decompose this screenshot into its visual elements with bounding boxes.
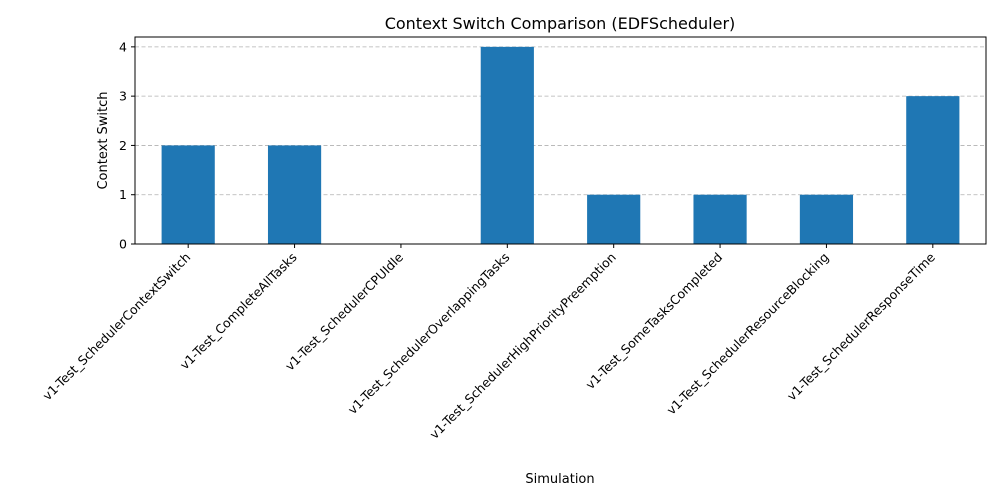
- bars: [161, 46, 960, 245]
- bar: [587, 194, 641, 244]
- x-tick-label: v1-Test_SchedulerContextSwitch: [40, 250, 194, 404]
- x-tick-label: v1-Test_SchedulerHighPriorityPreemption: [426, 250, 618, 442]
- y-axis-ticks: 0 1 2 3 4: [119, 39, 135, 252]
- y-tick-label: 0: [119, 237, 127, 252]
- x-tick-label: v1-Test_CompleteAllTasks: [177, 250, 300, 373]
- bar: [161, 145, 215, 244]
- y-tick-label: 1: [119, 187, 127, 202]
- x-axis-ticks: v1-Test_SchedulerContextSwitchv1-Test_Co…: [40, 244, 938, 442]
- x-axis-label: Simulation: [525, 472, 594, 487]
- bar: [906, 96, 960, 245]
- chart-title: Context Switch Comparison (EDFScheduler): [385, 14, 736, 33]
- y-tick-label: 2: [119, 138, 127, 153]
- x-tick-label: v1-Test_SchedulerCPUIdle: [282, 249, 406, 373]
- y-tick-label: 4: [119, 39, 127, 54]
- plot-frame: [134, 36, 987, 245]
- bar: [267, 145, 322, 244]
- bar: [480, 46, 534, 244]
- y-axis-label: Context Switch: [96, 91, 111, 189]
- y-tick-label: 3: [119, 89, 127, 104]
- bar: [799, 194, 854, 244]
- grid-lines: [135, 46, 986, 196]
- bar: [693, 194, 747, 244]
